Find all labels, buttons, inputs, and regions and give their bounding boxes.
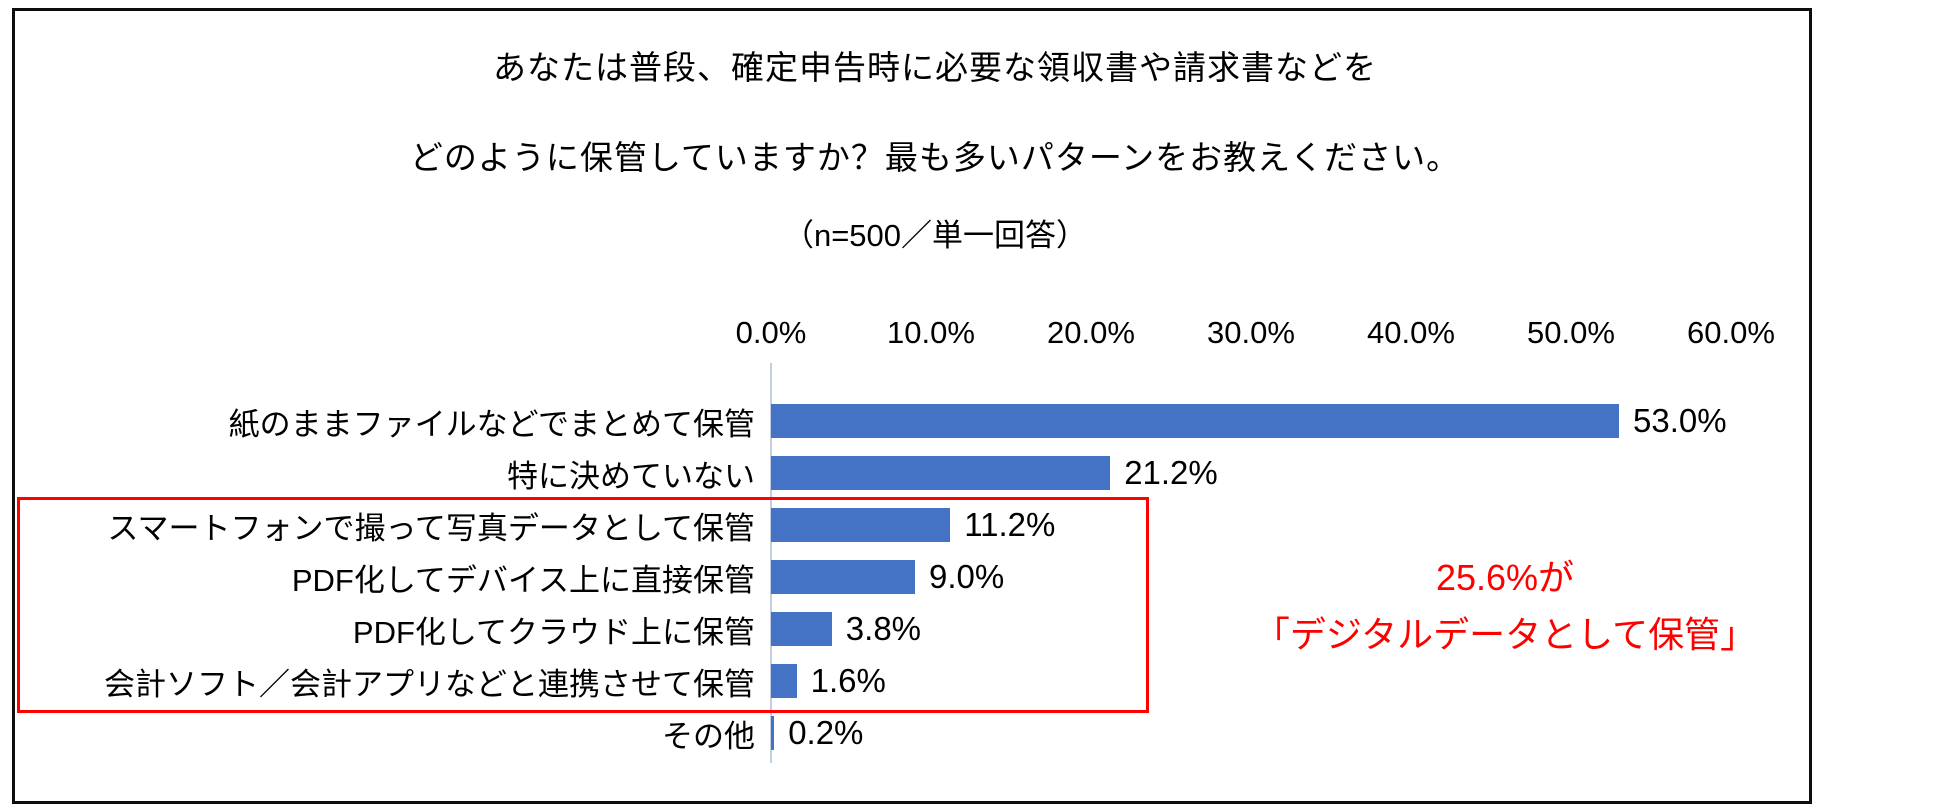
bar-rows: 紙のままファイルなどでまとめて保管 53.0% 特に決めていない 21.2% スマートフ… xyxy=(15,395,1809,759)
bar xyxy=(771,508,951,542)
bar-track: 1.6% xyxy=(771,655,1809,707)
chart-title: あなたは普段、確定申告時に必要な領収書や請求書などを どのように保管していますか… xyxy=(85,49,1785,255)
chart-frame: あなたは普段、確定申告時に必要な領収書や請求書などを どのように保管していますか… xyxy=(12,8,1812,804)
x-axis-tick-label: 30.0% xyxy=(1207,315,1295,350)
bar-track: 3.8% xyxy=(771,603,1809,655)
category-label: スマートフォンで撮って写真データとして保管 xyxy=(107,510,755,546)
x-axis-ticks: 0.0% 10.0% 20.0% 30.0% 40.0% 50.0% 60.0% xyxy=(15,315,1809,355)
category-label: 紙のままファイルなどでまとめて保管 xyxy=(228,406,755,442)
value-label: 11.2% xyxy=(964,506,1056,543)
value-label: 0.2% xyxy=(788,714,864,751)
x-axis-tick-label: 50.0% xyxy=(1527,315,1615,350)
x-axis-tick-label: 10.0% xyxy=(887,315,975,350)
chart-subtitle: （n=500／単一回答） xyxy=(782,218,1088,253)
bar-row: 紙のままファイルなどでまとめて保管 53.0% xyxy=(15,395,1809,447)
highlight-annotation-line2: 「デジタルデータとして保管」 xyxy=(1253,614,1757,655)
x-axis-tick-label: 0.0% xyxy=(735,315,807,350)
bar-track: 53.0% xyxy=(771,395,1809,447)
bar-track: 11.2% xyxy=(771,499,1809,551)
category-label: PDF化してクラウド上に保管 xyxy=(352,614,755,650)
bar-track: 9.0% xyxy=(771,551,1809,603)
value-label: 9.0% xyxy=(929,558,1005,595)
value-label: 3.8% xyxy=(845,610,922,647)
x-axis-tick-label: 20.0% xyxy=(1047,315,1135,350)
highlight-annotation-line1: 25.6%が xyxy=(1435,557,1575,598)
value-label: 21.2% xyxy=(1124,454,1218,491)
bar-row: 特に決めていない 21.2% xyxy=(15,447,1809,499)
bar-track: 21.2% xyxy=(771,447,1809,499)
category-label: その他 xyxy=(662,718,755,754)
value-label: 1.6% xyxy=(810,662,886,699)
bar-track: 0.2% xyxy=(771,707,1809,759)
x-axis-tick-label: 60.0% xyxy=(1687,315,1775,350)
bar-row: 会計ソフト／会計アプリなどと連携させて保管 1.6% xyxy=(15,655,1809,707)
category-label: 会計ソフト／会計アプリなどと連携させて保管 xyxy=(104,666,755,702)
bar-row: PDF化してクラウド上に保管 3.8% xyxy=(15,603,1809,655)
bar-row: スマートフォンで撮って写真データとして保管 11.2% xyxy=(15,499,1809,551)
chart-title-line1: あなたは普段、確定申告時に必要な領収書や請求書などを xyxy=(493,49,1377,86)
chart-title-line2: どのように保管していますか？最も多いパターンをお教えください。 xyxy=(409,139,1461,176)
value-label: 53.0% xyxy=(1633,402,1727,439)
bar xyxy=(771,404,1619,438)
bar xyxy=(771,612,832,646)
x-axis-tick-label: 40.0% xyxy=(1367,315,1455,350)
bar xyxy=(771,560,915,594)
bar-row: その他 0.2% xyxy=(15,707,1809,759)
category-label: 特に決めていない xyxy=(507,458,755,494)
bar xyxy=(771,716,775,750)
bar xyxy=(771,456,1111,490)
category-label: PDF化してデバイス上に直接保管 xyxy=(291,562,755,598)
bar xyxy=(771,664,797,698)
bar-row: PDF化してデバイス上に直接保管 9.0% xyxy=(15,551,1809,603)
highlight-annotation: 25.6%が 「デジタルデータとして保管」 xyxy=(1175,549,1835,663)
